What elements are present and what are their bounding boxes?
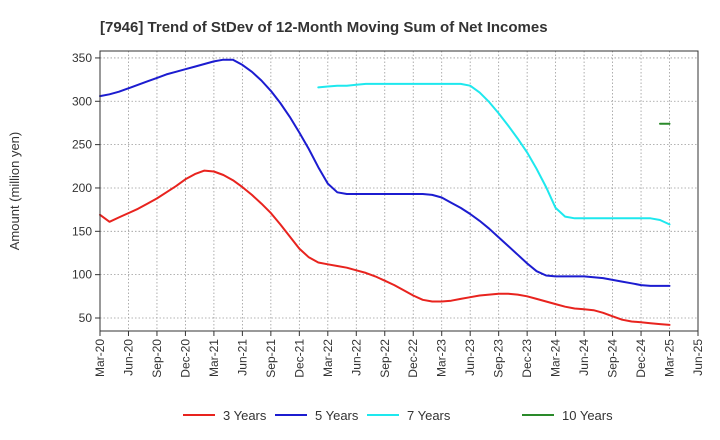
x-tick-label: Dec-20 (178, 339, 192, 378)
x-tick-label: Sep-20 (150, 339, 164, 378)
legend-label: 3 Years (223, 408, 267, 423)
x-tick-label: Mar-25 (663, 339, 677, 377)
y-tick-label: 150 (72, 224, 92, 238)
y-tick-label: 350 (72, 51, 92, 65)
legend: 3 Years 5 Years 7 Years 10 Years (183, 408, 613, 423)
legend-label: 10 Years (562, 408, 613, 423)
x-tick-label: Sep-23 (492, 339, 506, 378)
series-lines (99, 58, 671, 326)
x-tick-label: Jun-22 (349, 339, 363, 376)
y-tick-label: 50 (79, 311, 93, 325)
series-line-7-years (317, 82, 671, 226)
series-line-5-years (99, 58, 671, 287)
series-line-3-years (99, 169, 671, 326)
y-axis-ticks: 50 100 150 200 250 300 350 (72, 51, 100, 325)
grid (99, 51, 699, 331)
plot-frame (99, 50, 699, 332)
x-tick-label: Mar-20 (93, 339, 107, 377)
x-tick-label: Jun-23 (463, 339, 477, 376)
x-tick-label: Mar-22 (321, 339, 335, 377)
x-tick-label: Dec-23 (520, 339, 534, 378)
chart-title: [7946] Trend of StDev of 12-Month Moving… (100, 19, 548, 36)
x-tick-label: Jun-20 (121, 339, 135, 376)
x-tick-label: Jun-24 (577, 339, 591, 376)
y-tick-label: 250 (72, 138, 92, 152)
x-tick-label: Jun-21 (235, 339, 249, 376)
x-tick-label: Dec-22 (406, 339, 420, 378)
y-tick-label: 100 (72, 268, 92, 282)
x-tick-label: Mar-21 (207, 339, 221, 377)
x-tick-label: Sep-21 (264, 339, 278, 378)
y-axis-label: Amount (million yen) (7, 132, 22, 251)
x-tick-label: Sep-22 (378, 339, 392, 378)
x-tick-label: Mar-23 (435, 339, 449, 377)
x-axis-ticks: Mar-20 Jun-20 Sep-20 Dec-20 Mar-21 Jun-21 Sep-… (93, 331, 705, 378)
legend-label: 7 Years (407, 408, 451, 423)
x-tick-label: Dec-24 (634, 339, 648, 378)
x-tick-label: Mar-24 (549, 339, 563, 377)
y-tick-label: 200 (72, 181, 92, 195)
x-tick-label: Sep-24 (606, 339, 620, 378)
x-tick-label: Dec-21 (292, 339, 306, 378)
x-tick-label: Jun-25 (691, 339, 705, 376)
legend-label: 5 Years (315, 408, 359, 423)
y-tick-label: 300 (72, 94, 92, 108)
